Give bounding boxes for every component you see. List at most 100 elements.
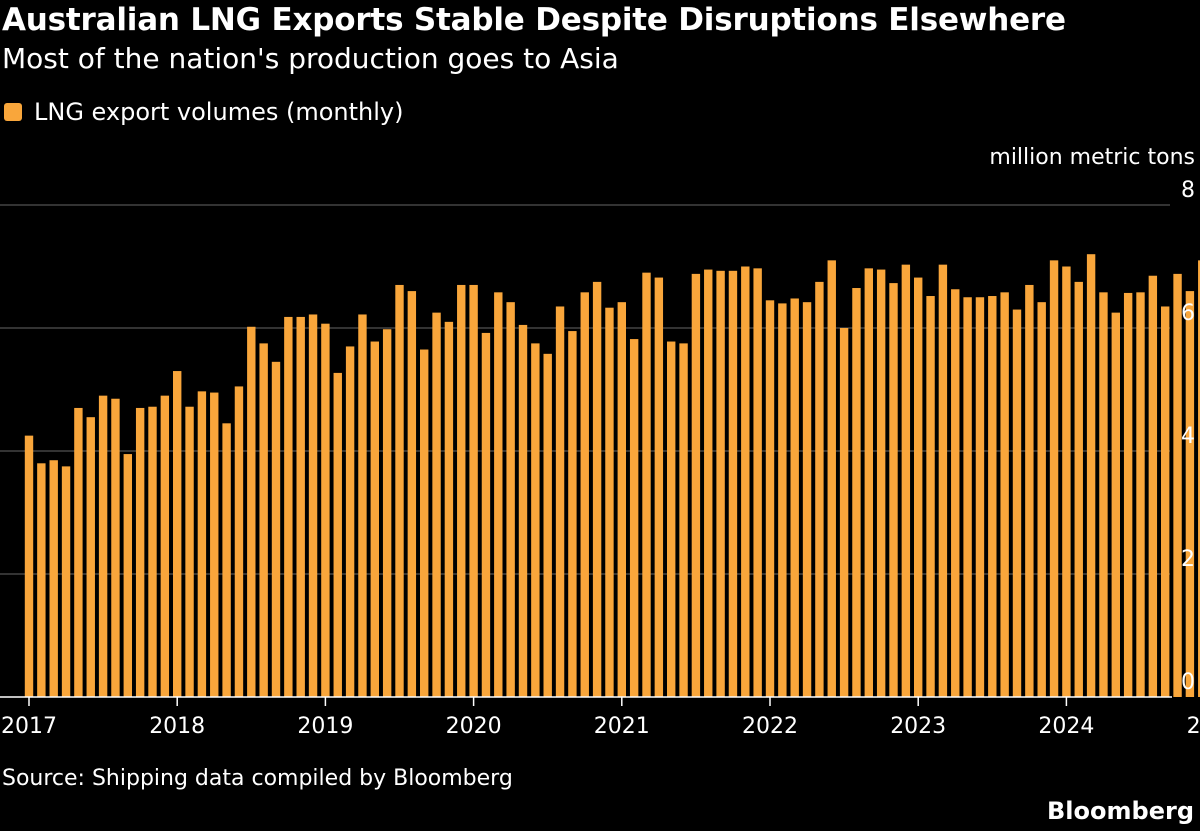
bar [370, 341, 379, 697]
bar [592, 281, 602, 698]
bar [778, 303, 787, 697]
x-tick-label: 2018 [149, 714, 205, 739]
legend-label: LNG export volumes (monthly) [34, 98, 404, 126]
bar [457, 284, 466, 697]
bar [481, 332, 491, 697]
bar [86, 417, 95, 697]
bar [1123, 292, 1133, 697]
bar [1136, 292, 1145, 697]
bar [667, 341, 676, 697]
bar [1000, 292, 1009, 697]
bar [876, 269, 886, 697]
x-tick-label: 2017 [1, 714, 57, 739]
source-note: Source: Shipping data compiled by Bloomb… [2, 766, 513, 791]
bar [518, 324, 528, 697]
bar [407, 291, 417, 697]
bar [284, 316, 293, 697]
bar [839, 328, 849, 697]
bar [642, 272, 651, 697]
bar [197, 391, 207, 697]
y-tick-label: 6 [1181, 301, 1195, 326]
bar [951, 289, 960, 697]
bar [185, 406, 194, 697]
legend-swatch [4, 103, 22, 121]
bar [1099, 292, 1108, 697]
bar [753, 268, 762, 697]
bar [345, 346, 355, 697]
bar [914, 277, 923, 697]
bar [815, 281, 824, 698]
bar [617, 302, 626, 697]
bar [1062, 266, 1071, 697]
bar [358, 314, 367, 697]
x-tick-label: 2020 [446, 714, 502, 739]
bar [555, 306, 565, 697]
y-tick-label: 4 [1181, 424, 1195, 449]
bar [222, 423, 231, 697]
y-axis-unit-label: million metric tons [989, 145, 1195, 170]
bar [1025, 284, 1034, 697]
bar [741, 266, 750, 697]
bar [629, 339, 639, 697]
bar [49, 460, 58, 697]
bar [691, 273, 701, 697]
bar [247, 326, 256, 697]
bar [506, 302, 515, 697]
y-axis: 0 2 4 6 8 [1181, 178, 1195, 695]
bar [864, 268, 873, 697]
bar [173, 371, 182, 697]
bar [963, 297, 972, 697]
bar [704, 269, 713, 697]
bar [975, 297, 985, 697]
bar [74, 407, 83, 697]
bar [296, 316, 305, 697]
chart-subtitle: Most of the nation's production goes to … [2, 42, 619, 75]
bar [765, 300, 775, 697]
bar [1086, 254, 1096, 697]
bar [321, 323, 330, 697]
bar [1173, 273, 1182, 697]
bar [444, 321, 454, 697]
y-tick-label: 0 [1181, 670, 1195, 695]
x-tick-label: 2023 [890, 714, 946, 739]
bar [1037, 302, 1046, 697]
bar [926, 296, 935, 697]
bar [111, 398, 120, 697]
bar [494, 292, 503, 697]
bar [1161, 306, 1170, 697]
bar [568, 331, 577, 697]
bar [432, 312, 441, 698]
bar [123, 454, 132, 697]
x-tick-label: 2021 [594, 714, 650, 739]
bar [988, 296, 997, 697]
legend: LNG export volumes (monthly) [2, 98, 403, 126]
bar [382, 329, 392, 697]
bar [580, 292, 589, 697]
bar [728, 270, 738, 697]
bar [1012, 309, 1022, 697]
bar [790, 298, 799, 697]
bar [148, 406, 157, 697]
bar [1049, 260, 1059, 697]
x-tick-label: 2024 [1038, 714, 1094, 739]
bar [395, 284, 404, 697]
y-tick-label: 8 [1181, 178, 1195, 203]
bar [469, 284, 478, 697]
bar [271, 361, 281, 697]
bar [889, 283, 898, 697]
bar [333, 372, 342, 697]
bar [259, 343, 268, 698]
bar [531, 343, 540, 698]
bar [210, 392, 219, 697]
x-tick-label: 2025 [1187, 714, 1200, 739]
bar [543, 353, 552, 697]
bar [605, 307, 614, 697]
bar [37, 463, 46, 697]
bar [61, 466, 71, 698]
bar [802, 302, 812, 697]
bar [901, 264, 911, 697]
bar [1185, 291, 1195, 697]
bar [938, 264, 948, 697]
bar [234, 386, 244, 697]
bar [420, 349, 429, 697]
